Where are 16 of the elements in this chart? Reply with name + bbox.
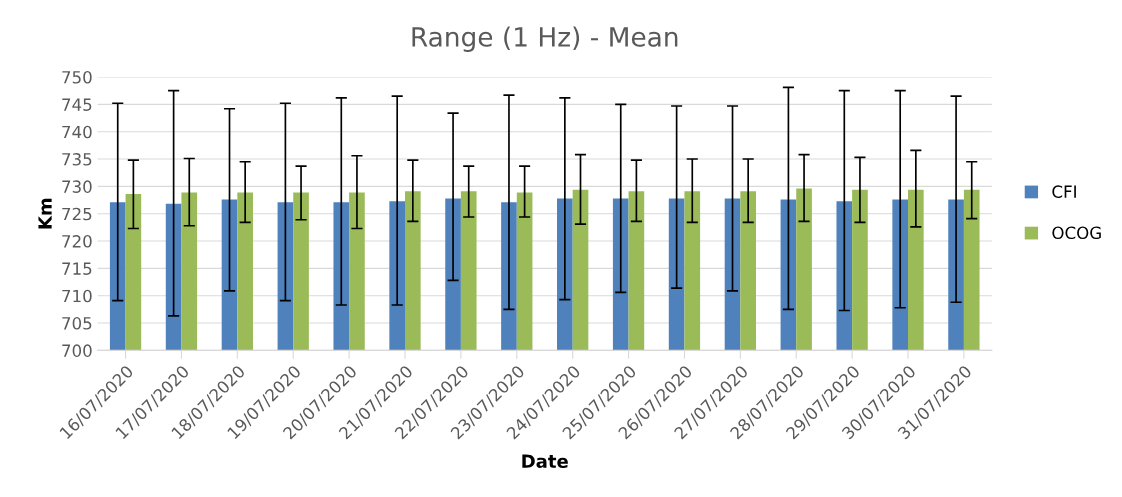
y-tick-label: 700: [62, 344, 92, 357]
y-tick-label: 715: [62, 262, 92, 275]
legend-label: CFI: [1052, 185, 1076, 198]
y-tick-label: 725: [62, 207, 92, 221]
y-tick-label: 720: [62, 235, 92, 248]
y-tick-label: 745: [62, 98, 92, 111]
y-tick-label: 740: [62, 125, 92, 139]
y-axis-title: Km: [38, 198, 52, 229]
y-tick-label: 710: [62, 289, 92, 303]
y-tick-label: 750: [62, 71, 92, 84]
y-tick-label: 730: [62, 180, 92, 193]
chart-title: Range (1 Hz) - Mean: [412, 26, 678, 52]
x-axis-title: Date: [522, 454, 568, 468]
legend-label: OCOG: [1052, 226, 1101, 240]
y-tick-label: 735: [62, 153, 92, 166]
y-tick-label: 705: [62, 317, 92, 330]
